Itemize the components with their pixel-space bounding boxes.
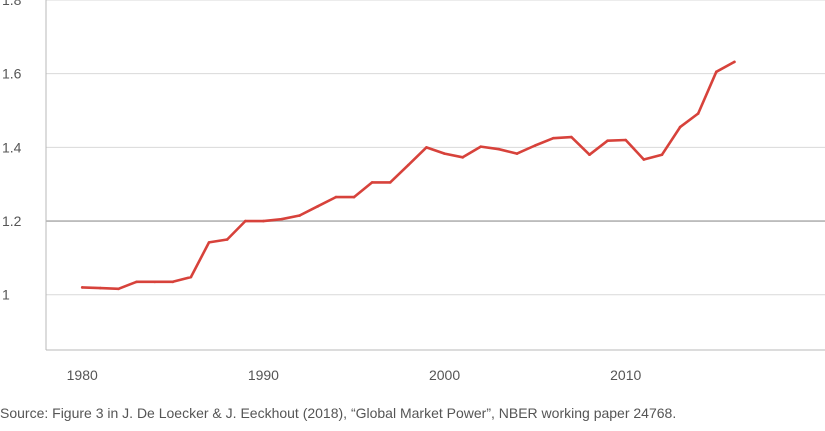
data-point — [262, 219, 265, 223]
data-point — [117, 287, 120, 291]
data-point — [171, 280, 175, 284]
data-point — [678, 125, 682, 129]
y-tick-label: 1.4 — [2, 139, 22, 155]
data-point — [407, 163, 410, 167]
series-line — [80, 60, 736, 291]
data-point — [80, 286, 84, 289]
data-point — [352, 195, 356, 199]
data-point — [153, 280, 156, 284]
data-point — [479, 145, 483, 148]
data-point — [189, 275, 193, 279]
data-point — [551, 136, 555, 140]
x-tick-label: 1980 — [67, 367, 98, 383]
data-point — [316, 205, 320, 208]
data-point — [570, 135, 573, 139]
data-point — [624, 138, 628, 142]
data-point — [461, 156, 464, 159]
data-point — [642, 158, 646, 161]
data-point — [370, 181, 374, 184]
data-point — [443, 152, 446, 155]
data-point — [225, 238, 229, 241]
data-point — [715, 70, 718, 74]
data-point — [99, 286, 102, 290]
y-tick-label: 1.8 — [2, 0, 22, 8]
data-point — [135, 280, 138, 284]
source-note: Source: Figure 3 in J. De Loecker & J. E… — [0, 405, 677, 421]
line-chart: 1 1.2 1.4 1.6 1.8 1980 1990 2000 2010 — [2, 0, 825, 383]
data-point — [588, 153, 591, 157]
data-point — [425, 146, 428, 149]
data-point — [696, 112, 700, 115]
data-point — [280, 217, 283, 221]
data-point — [497, 147, 501, 151]
data-point — [606, 139, 609, 143]
y-tick-label: 1.2 — [2, 213, 22, 229]
data-point — [660, 153, 664, 157]
data-point — [298, 214, 301, 217]
data-point — [388, 181, 392, 184]
data-point — [515, 152, 519, 155]
x-tick-label: 1990 — [248, 367, 279, 383]
data-point — [334, 195, 338, 199]
y-tick-label: 1 — [2, 287, 10, 303]
data-point — [243, 219, 247, 223]
x-tick-label: 2010 — [610, 367, 641, 383]
data-point — [733, 60, 736, 64]
data-point — [533, 144, 537, 147]
data-point — [207, 241, 211, 244]
y-tick-label: 1.6 — [2, 66, 22, 82]
x-tick-label: 2000 — [429, 367, 460, 383]
